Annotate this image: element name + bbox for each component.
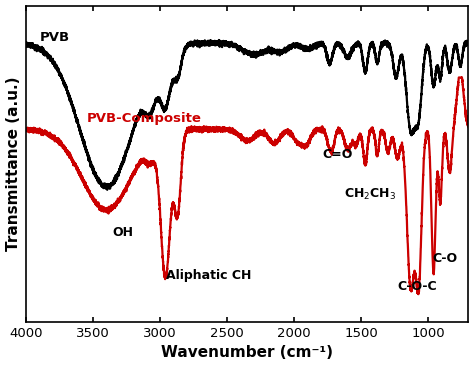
Text: C-O: C-O [432, 251, 457, 265]
Text: CH$_2$CH$_3$: CH$_2$CH$_3$ [345, 187, 397, 202]
Text: OH: OH [112, 226, 133, 239]
Text: C=O: C=O [322, 148, 353, 161]
X-axis label: Wavenumber (cm⁻¹): Wavenumber (cm⁻¹) [161, 346, 333, 361]
Text: PVB: PVB [39, 31, 70, 44]
Text: Aliphatic CH: Aliphatic CH [166, 269, 251, 282]
Text: C-O-C: C-O-C [398, 280, 438, 294]
Text: PVB-Composite: PVB-Composite [86, 112, 201, 125]
Y-axis label: Transmittance (a.u.): Transmittance (a.u.) [6, 76, 20, 251]
